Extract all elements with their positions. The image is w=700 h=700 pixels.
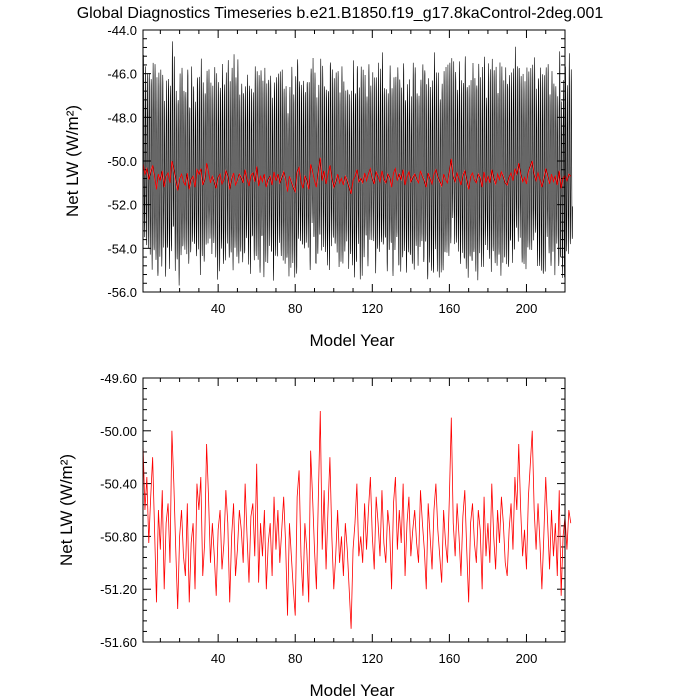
bottom-y-axis-label: Net LW (W/m²) <box>57 454 76 566</box>
bottom-y-tick-label: -50.00 <box>100 424 137 439</box>
bottom-y-tick-label: -50.40 <box>100 477 137 492</box>
bottom-x-tick-label: 80 <box>288 651 302 666</box>
annual-series-line-bottom <box>142 410 572 629</box>
bottom-y-tick-label: -50.80 <box>100 529 137 544</box>
top-y-tick-label: -52.0 <box>107 198 137 213</box>
top-x-axis-label: Model Year <box>309 331 394 350</box>
top-y-axis-label: Net LW (W/m²) <box>63 105 82 217</box>
top-chart-panel: 40 80 120 160 200 -56.0 -54.0 -52.0 -50.0 -48.0 -4… <box>63 23 573 350</box>
top-y-tick-label: -54.0 <box>107 241 137 256</box>
bottom-plot-frame <box>142 377 566 643</box>
top-x-tick-label: 120 <box>361 301 383 316</box>
top-x-tick-label: 160 <box>439 301 461 316</box>
annual-series-line-top <box>142 157 572 194</box>
top-plot-frame <box>142 29 566 293</box>
figure-title: Global Diagnostics Timeseries b.e21.B185… <box>77 5 604 22</box>
top-y-tick-label: -48.0 <box>107 110 137 125</box>
bottom-chart-panel: 40 80 120 160 200 -51.60 -51.20 -50.80 -50.40 -50… <box>57 371 572 700</box>
top-x-tick-label: 80 <box>288 301 302 316</box>
bottom-y-tick-label: -51.60 <box>100 635 137 650</box>
top-y-tick-label: -46.0 <box>107 67 137 82</box>
bottom-x-tick-label: 40 <box>211 651 225 666</box>
top-y-tick-label: -44.0 <box>107 23 137 38</box>
top-y-tick-label: -56.0 <box>107 285 137 300</box>
bottom-x-tick-label: 160 <box>439 651 461 666</box>
monthly-series-line <box>142 41 573 286</box>
bottom-y-tick-label: -49.60 <box>100 371 137 386</box>
top-x-tick-label: 40 <box>211 301 225 316</box>
bottom-x-tick-label: 200 <box>516 651 538 666</box>
bottom-y-tick-label: -51.20 <box>100 582 137 597</box>
bottom-x-tick-label: 120 <box>361 651 383 666</box>
top-axis-ticks: 40 80 120 160 200 -56.0 -54.0 -52.0 -50.0 -48.0 -4… <box>107 23 565 316</box>
top-x-tick-label: 200 <box>516 301 538 316</box>
bottom-axis-ticks: 40 80 120 160 200 -51.60 -51.20 -50.80 -50.40 -50… <box>100 371 565 666</box>
bottom-x-axis-label: Model Year <box>309 681 394 700</box>
top-y-tick-label: -50.0 <box>107 154 137 169</box>
